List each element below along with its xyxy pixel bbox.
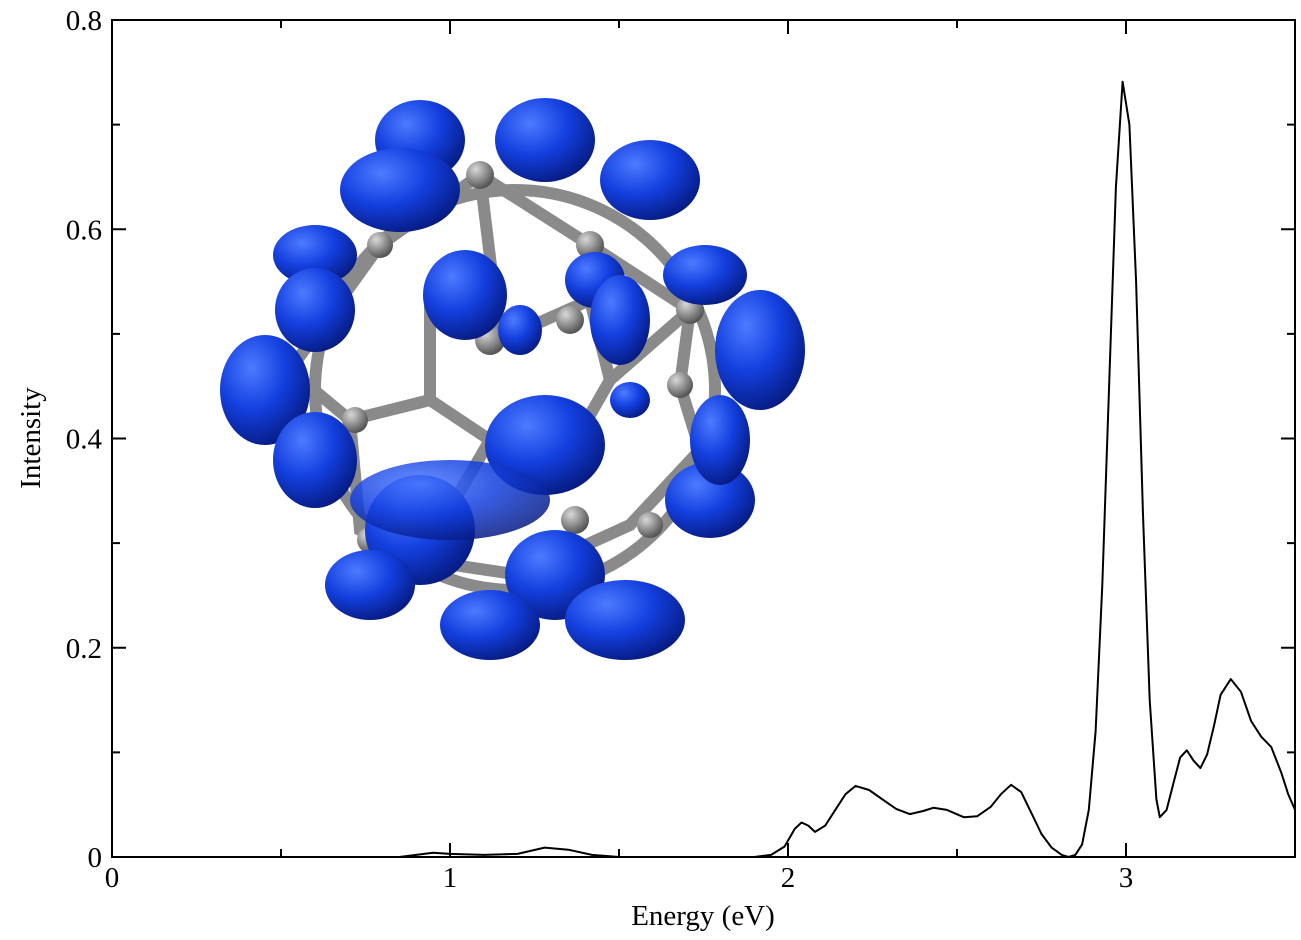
molecule-inset — [220, 98, 805, 660]
spectrum-line — [112, 80, 1296, 858]
y-tick-label: 0.8 — [66, 5, 102, 37]
x-tick-label: 2 — [781, 862, 796, 894]
x-tick-label: 0 — [105, 862, 120, 894]
y-tick-label: 0.6 — [66, 214, 102, 246]
y-axis-label: Intensity — [15, 387, 47, 489]
x-axis-label: Energy (eV) — [631, 900, 775, 932]
y-tick-label: 0.4 — [66, 424, 103, 456]
x-tick-label: 1 — [443, 862, 458, 894]
y-tick-label: 0.2 — [66, 633, 102, 665]
y-tick-label: 0 — [88, 842, 103, 874]
x-tick-label: 3 — [1119, 862, 1134, 894]
